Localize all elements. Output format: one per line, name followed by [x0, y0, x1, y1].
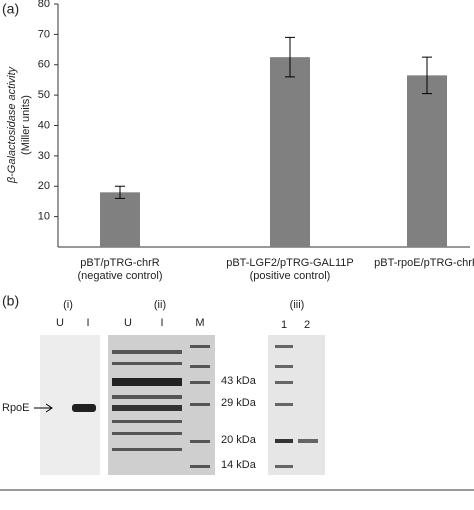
y-axis-label: β-Galactosidase activity [6, 65, 18, 184]
x-tick-label: pBT-LGF2/pTRG-GAL11P [226, 257, 354, 269]
error-bar [285, 36, 295, 78]
panel-label: (a) [2, 1, 19, 17]
y-tick-label: 70 [38, 28, 50, 40]
y-tick-label: 50 [38, 89, 50, 101]
lane-label: 2 [304, 319, 310, 331]
gel-bands [112, 345, 210, 468]
lane-label: M [195, 317, 204, 329]
bar [270, 57, 310, 247]
subpanel-label: (iii) [290, 299, 305, 311]
x-tick-sublabel: (negative control) [78, 270, 163, 282]
error-bar [115, 185, 125, 199]
band-label: RpoE [2, 402, 30, 414]
arrow [34, 403, 53, 413]
lane-label: 1 [281, 319, 287, 331]
lane-label: U [56, 317, 64, 329]
x-tick-label: pBT-rpoE/pTRG-chrR [374, 257, 474, 269]
y-tick-label: 80 [38, 0, 50, 10]
y-tick-label: 60 [38, 59, 50, 71]
marker-label: 43 kDa [221, 375, 257, 387]
bar [407, 75, 447, 247]
bar [100, 192, 140, 247]
x-tick-sublabel: (positive control) [250, 270, 331, 282]
x-tick-label: pBT/pTRG-chrR [80, 257, 160, 269]
y-tick-label: 40 [38, 119, 50, 131]
y-tick-label: 30 [38, 150, 50, 162]
marker-label: 29 kDa [221, 397, 257, 409]
error-bar [422, 56, 432, 95]
y-tick-label: 20 [38, 180, 50, 192]
subpanel-label: (i) [63, 299, 73, 311]
y-axis-label: (Miller units) [20, 95, 32, 155]
lane-label: U [124, 317, 132, 329]
panel-label: (b) [2, 293, 19, 309]
marker-label: 20 kDa [221, 434, 257, 446]
gel-bands [275, 345, 318, 468]
marker-label: 14 kDa [221, 459, 257, 471]
y-tick-label: 10 [38, 211, 50, 223]
lane-label: I [86, 317, 89, 329]
lane-label: I [160, 317, 163, 329]
subpanel-label: (ii) [154, 299, 166, 311]
gel-band [72, 404, 96, 412]
